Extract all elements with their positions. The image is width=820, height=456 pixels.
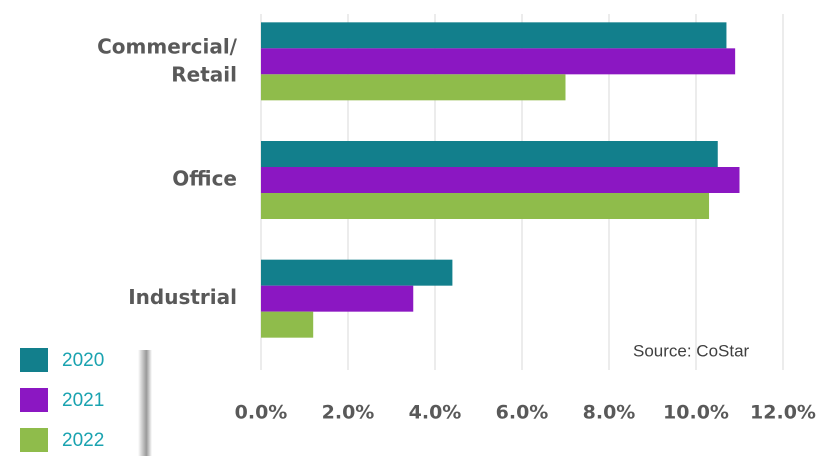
legend-swatch: [20, 388, 48, 412]
x-tick-label: 12.0%: [750, 402, 816, 424]
x-tick-label: 0.0%: [235, 402, 288, 424]
legend-label: 2022: [62, 430, 104, 451]
x-tick-label: 10.0%: [663, 402, 729, 424]
bar: [261, 259, 453, 286]
bar: [261, 167, 740, 193]
bar: [261, 141, 718, 167]
legend-label: 2021: [62, 390, 104, 411]
x-tick-label: 6.0%: [496, 402, 549, 424]
legend-swatch: [20, 428, 48, 452]
legend-swatch: [20, 348, 48, 372]
x-tick-label: 4.0%: [409, 402, 462, 424]
category-label: Industrial: [128, 285, 237, 309]
bar: [261, 48, 736, 75]
x-tick-label: 8.0%: [583, 402, 636, 424]
bar: [261, 22, 727, 49]
legend-label: 2020: [62, 350, 104, 371]
x-tick-label: 2.0%: [322, 402, 375, 424]
bar: [261, 74, 566, 101]
bar: [261, 311, 314, 338]
annotation: Source: CoStar: [633, 341, 750, 360]
category-label: Commercial/Retail: [97, 34, 238, 86]
bar: [261, 193, 710, 219]
bar: [261, 285, 414, 312]
legend-shadow: [138, 350, 152, 456]
category-label: Office: [172, 167, 237, 191]
